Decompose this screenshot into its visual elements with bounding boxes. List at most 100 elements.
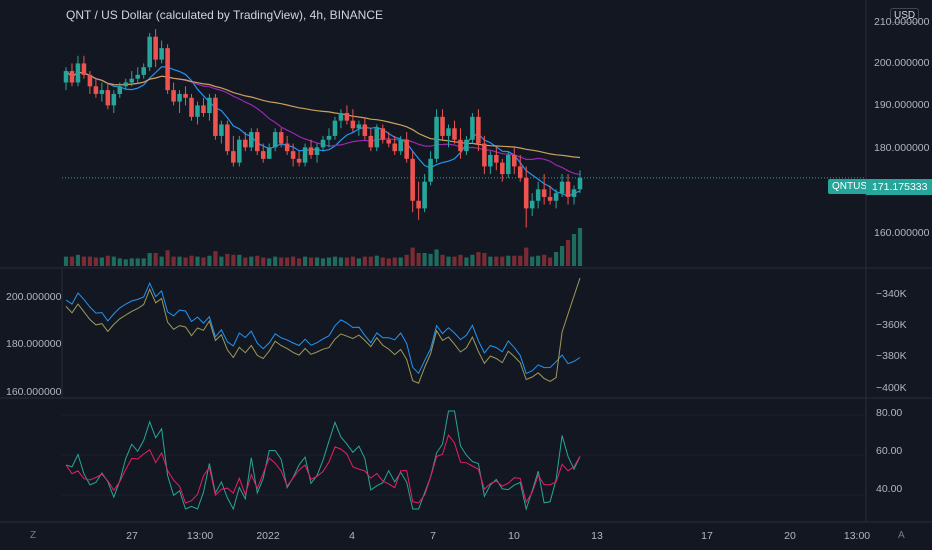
- candle-body: [523, 177, 529, 209]
- volume-bar: [99, 257, 104, 266]
- candle-body: [260, 151, 266, 159]
- candle-body: [69, 71, 75, 83]
- volume-bar: [482, 253, 487, 266]
- candle-body: [165, 48, 170, 91]
- volume-bar: [326, 257, 332, 266]
- candle-body: [446, 128, 451, 136]
- volume-bar: [386, 258, 391, 266]
- candle-body: [278, 132, 284, 144]
- candle-body: [344, 113, 350, 121]
- candle-body: [571, 189, 577, 197]
- ma-blue-line: [65, 66, 581, 197]
- candle-body: [476, 116, 481, 144]
- volume-bar: [476, 252, 481, 266]
- volume-bar: [141, 258, 146, 266]
- volume-bar: [314, 257, 320, 266]
- ma-gold-line: [65, 70, 581, 159]
- volume-bar: [87, 256, 92, 266]
- candle-body: [374, 128, 380, 148]
- volume-bar: [302, 256, 308, 266]
- volume-bar: [255, 255, 260, 266]
- chart-title: QNT / US Dollar (calculated by TradingVi…: [66, 8, 384, 22]
- currency-button[interactable]: USD: [890, 8, 920, 23]
- pane2-left-label: 160.000000: [6, 386, 62, 398]
- volume-bar: [75, 254, 81, 266]
- candle-body: [350, 120, 356, 129]
- volume-bar: [183, 257, 188, 266]
- candle-body: [506, 154, 511, 175]
- volume-bar: [249, 256, 254, 266]
- volume-bar: [69, 256, 75, 266]
- candle-body: [195, 105, 200, 117]
- zoom-button[interactable]: Z: [30, 530, 37, 541]
- volume-bar: [434, 249, 439, 266]
- volume-bar: [147, 253, 152, 266]
- volume-bar: [536, 255, 541, 266]
- volume-bar: [452, 256, 457, 266]
- volume-bar: [63, 256, 69, 266]
- volume-bar: [404, 254, 409, 266]
- pane2-right-label: −400K: [876, 382, 907, 394]
- time-axis-label: 17: [701, 530, 713, 542]
- volume-bar: [105, 255, 110, 266]
- volume-bar: [267, 258, 272, 266]
- volume-bar: [279, 257, 284, 266]
- volume-bar: [506, 255, 511, 266]
- candle-body: [529, 200, 535, 209]
- volume-bar: [285, 257, 290, 266]
- volume-bar: [428, 253, 433, 266]
- volume-bar: [559, 246, 565, 266]
- volume-bar: [219, 256, 224, 266]
- volume-bar: [500, 256, 505, 266]
- volume-bar: [273, 256, 278, 266]
- last-price-label: 171.175333: [866, 179, 932, 195]
- candle-body: [338, 113, 344, 121]
- volume-bar: [207, 255, 212, 266]
- candle-body: [410, 158, 415, 201]
- volume-bar: [398, 257, 403, 266]
- candle-body: [105, 90, 111, 106]
- pane3-right-label: 40.00: [876, 483, 903, 495]
- pane2-right-label: −360K: [876, 319, 907, 331]
- time-axis-label: 7: [430, 530, 436, 542]
- volume-bar: [129, 258, 134, 266]
- volume-bar: [356, 258, 361, 266]
- volume-bar: [380, 257, 385, 266]
- candle-body: [117, 86, 123, 94]
- candle-body: [296, 158, 302, 163]
- indicator-line-olive: [65, 277, 581, 384]
- candle-body: [517, 166, 523, 178]
- symbol-tag: QNTUSD: [828, 179, 879, 194]
- volume-bar: [542, 254, 547, 266]
- candle-body: [392, 143, 397, 152]
- volume-bar: [153, 253, 158, 266]
- candle-body: [386, 139, 392, 144]
- price-axis-label: 200.000000: [874, 57, 930, 69]
- volume-bar: [350, 256, 355, 266]
- volume-bar: [135, 258, 140, 266]
- candle-body: [159, 48, 164, 60]
- oscillator-line-teal: [65, 410, 581, 511]
- volume-bar: [374, 255, 379, 266]
- auto-scale-button[interactable]: A: [898, 530, 905, 541]
- candle-body: [225, 124, 230, 152]
- candle-body: [147, 36, 152, 68]
- volume-bar: [565, 240, 571, 266]
- volume-bar: [81, 256, 87, 266]
- candle-body: [565, 181, 571, 197]
- time-axis-label: 10: [508, 530, 520, 542]
- volume-bar: [123, 259, 128, 266]
- volume-bar: [458, 254, 463, 266]
- candle-body: [368, 135, 374, 148]
- candle-body: [398, 139, 403, 152]
- volume-bar: [297, 258, 302, 266]
- candle-body: [494, 154, 499, 163]
- candle-body: [213, 97, 218, 136]
- volume-bar: [410, 247, 415, 266]
- volume-bar: [494, 256, 499, 266]
- candle-body: [183, 93, 188, 98]
- candle-body: [177, 93, 182, 102]
- volume-bar: [368, 256, 373, 266]
- time-axis-label: 20: [784, 530, 796, 542]
